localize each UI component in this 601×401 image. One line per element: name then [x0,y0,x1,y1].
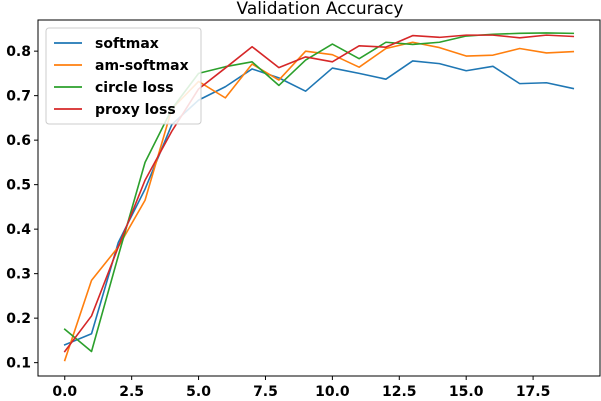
legend-label-softmax: softmax [95,36,159,52]
axes-layer: 0.0 2.5 5.0 7.5 10.0 12.5 15.0 17.5 0.1 0.2 0.3 0.4… [6,19,601,400]
series-line-proxy-loss [63,34,575,353]
x-tick-label: 2.5 [119,384,144,400]
y-tick-label: 0.7 [6,89,31,105]
x-tick-label: 12.5 [382,384,417,400]
plot-frame [37,19,601,377]
x-tick-label: 10.0 [315,384,350,400]
y-tick-label: 0.1 [6,356,31,372]
y-tick-label: 0.2 [6,311,31,327]
legend-box [45,27,202,125]
legend: softmax am-softmax circle loss proxy loss [45,27,202,125]
y-tick-label: 0.5 [6,178,31,194]
y-tick-label: 0.6 [6,133,31,149]
y-tick-label: 0.8 [6,44,31,60]
x-tick-label: 0.0 [52,384,77,400]
legend-label-circle-loss: circle loss [95,80,174,96]
series-line-softmax [63,60,575,346]
x-tick-label: 17.5 [516,384,551,400]
legend-label-am-softmax: am-softmax [95,58,189,74]
y-tick-label: 0.3 [6,267,31,283]
legend-label-proxy-loss: proxy loss [95,102,176,118]
chart-title: Validation Accuracy [237,0,404,19]
x-tick-label: 5.0 [186,384,211,400]
x-tick-label: 7.5 [253,384,278,400]
y-tick-label: 0.4 [6,222,31,238]
x-tick-label: 15.0 [449,384,484,400]
series-layer [63,32,575,362]
